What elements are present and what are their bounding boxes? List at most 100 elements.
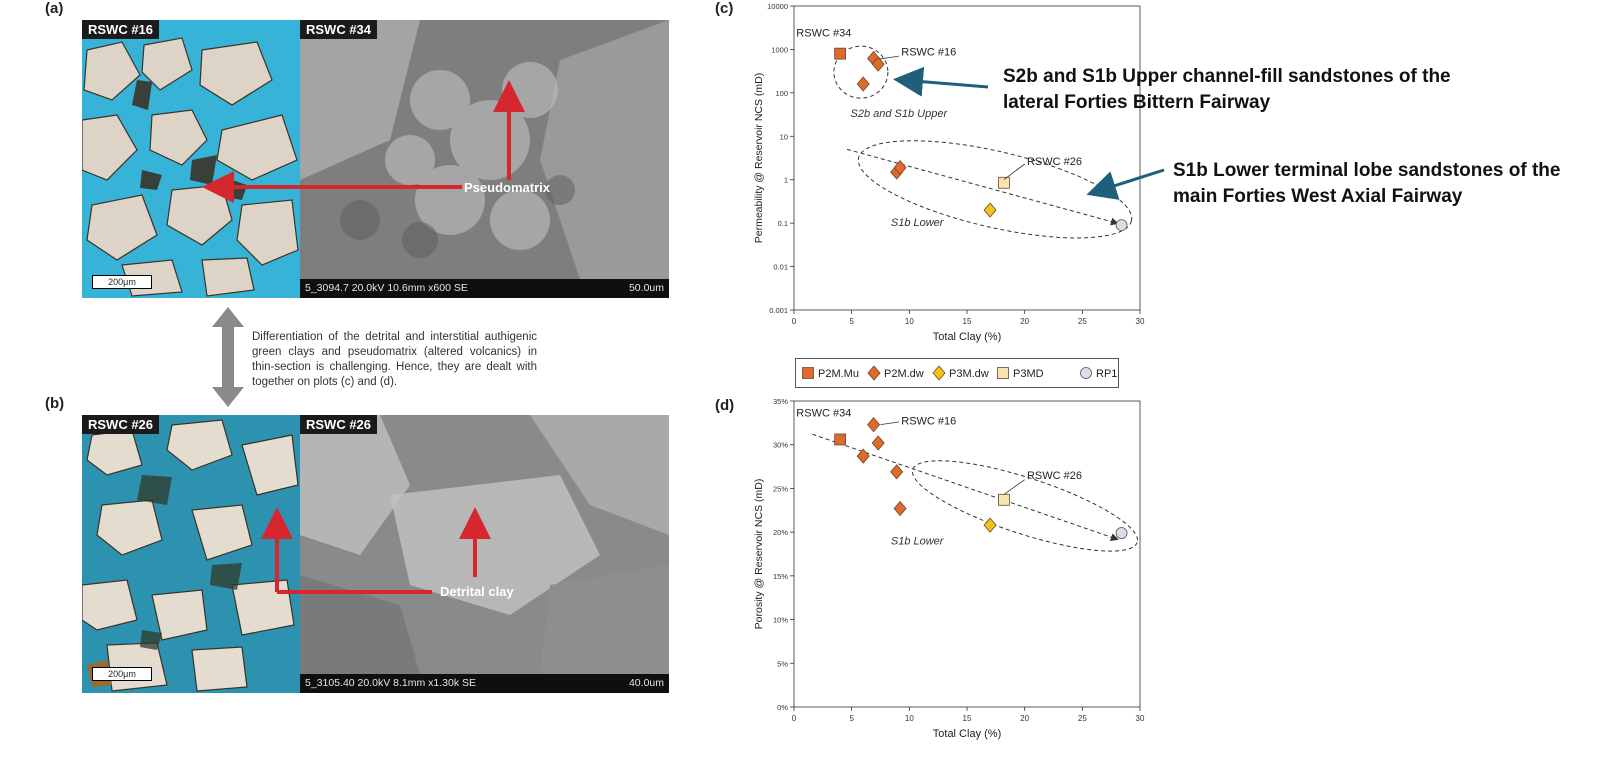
data-point-rp1 <box>1115 527 1128 539</box>
x-tick-label: 10 <box>905 714 914 723</box>
legend-label-p2m-mu: P2M.Mu <box>818 368 859 380</box>
x-tick-label: 30 <box>1136 317 1145 326</box>
data-point-p3md <box>998 176 1010 189</box>
legend-marker-p3md <box>997 367 1009 379</box>
lower-fairway-callout: S1b Lower terminal lobe sandstones of th… <box>1173 160 1561 207</box>
trend-line <box>812 433 1119 541</box>
data-point-p2m-dw <box>856 448 870 464</box>
scale-bar-label-a: 200μm <box>108 277 136 287</box>
x-tick-label: 25 <box>1078 317 1087 326</box>
upper-group-ellipse <box>833 45 889 99</box>
sample-tag-rswc34: RSWC #34 <box>300 20 378 39</box>
y-tick-label: 5% <box>777 659 788 668</box>
group-label-upper: S2b and S1b Upper <box>851 108 949 120</box>
pseudomatrix-label: Pseudomatrix <box>464 180 550 195</box>
data-point-p2m-dw <box>890 464 904 480</box>
y-tick-label: 0.001 <box>769 306 788 315</box>
sem-texture-b <box>300 415 669 674</box>
lower-group-ellipse <box>857 140 1133 239</box>
label-rswc26: RSWC #26 <box>1027 470 1082 482</box>
leader-rswc16 <box>879 55 900 60</box>
y-tick-label: 10 <box>780 132 788 141</box>
leader-rswc16 <box>880 421 900 426</box>
legend-label-p3md: P3MD <box>1013 368 1044 380</box>
scale-bar-label-b: 200μm <box>108 669 136 679</box>
pseudomatrix-arrows <box>202 80 525 203</box>
label-rswc16: RSWC #16 <box>901 416 956 428</box>
leader-rswc26 <box>1003 163 1025 181</box>
upper-fairway-callout: S2b and S1b Upper channel-fill sandstone… <box>1003 66 1451 113</box>
legend-marker-rp1 <box>1080 367 1092 379</box>
leader-rswc26 <box>1003 479 1025 495</box>
thin-section-image-b: RSWC #26 200μm <box>82 415 300 693</box>
data-point-p2m-dw <box>893 500 907 517</box>
scale-bar-a: 200μm <box>92 275 152 289</box>
sem-image-a: RSWC #34 5_3094.7 20.0kV 10.6mm x600 SE … <box>300 20 669 298</box>
thin-section-texture-a <box>82 37 299 297</box>
sem-texture-a <box>300 20 669 279</box>
permeability-chart: 0 5 10 15 20 25 30 0.001 0.01 0.1 1 10 100 1000 10000 T… <box>753 2 1145 343</box>
x-tick-label: 20 <box>1020 317 1029 326</box>
y-tick-label: 35% <box>773 397 788 406</box>
sample-tag-rswc26-thin: RSWC #26 <box>82 415 160 434</box>
data-point-p2m-mu <box>834 47 847 60</box>
data-point-p2m-dw <box>893 159 907 176</box>
label-rswc34: RSWC #34 <box>796 27 851 39</box>
sem-caption-bar-a: 5_3094.7 20.0kV 10.6mm x600 SE 50.0um <box>300 279 669 298</box>
sem-image-b: RSWC #26 5_3105.40 20.0kV 8.1mm x1.30k S… <box>300 415 669 693</box>
callout-arrows <box>893 66 1165 200</box>
sample-tag-rswc16: RSWC #16 <box>82 20 160 39</box>
thin-section-image-a: RSWC #16 200μm <box>82 20 300 298</box>
panel-letter-a: (a) <box>45 0 64 17</box>
y-tick-label: 1000 <box>771 45 788 54</box>
lower-group-ellipse <box>911 460 1139 552</box>
label-rswc16: RSWC #16 <box>901 47 956 59</box>
x-tick-label: 5 <box>849 714 854 723</box>
legend-marker-p3m-dw <box>932 365 946 381</box>
scale-bar-b: 200μm <box>92 667 152 681</box>
panel-letter-c: (c) <box>715 0 734 17</box>
y-tick-label: 10000 <box>767 2 788 11</box>
trend-line <box>846 148 1119 226</box>
group-label-lower: S1b Lower <box>891 217 945 229</box>
y-tick-label: 25% <box>773 484 788 493</box>
data-point-p2m-dw <box>856 76 870 92</box>
sample-tag-rswc26-sem: RSWC #26 <box>300 415 378 434</box>
data-point-rp1 <box>1115 219 1128 232</box>
x-tick-label: 20 <box>1020 714 1029 723</box>
sem-scale-b: 40.0um <box>628 677 664 689</box>
y-tick-label: 100 <box>775 89 788 98</box>
label-rswc26: RSWC #26 <box>1027 156 1082 168</box>
label-rswc34: RSWC #34 <box>796 408 851 420</box>
double-arrow-icon <box>212 307 244 407</box>
sem-caption-bar-b: 5_3105.40 20.0kV 8.1mm x1.30k SE 40.0um <box>300 674 669 693</box>
data-point-p2m-mu <box>834 433 847 446</box>
x-tick-label: 0 <box>792 317 797 326</box>
y-tick-label: 0.01 <box>773 263 788 272</box>
legend-svg: P2M.Mu P2M.dw P3M.dw P3MD RP1 <box>802 365 1117 381</box>
legend-label-p2m-dw: P2M.dw <box>884 368 924 380</box>
clay-differentiation-note: Differentiation of the detrital and inte… <box>252 331 537 388</box>
panel-letter-b: (b) <box>45 395 65 412</box>
sem-caption-b: 5_3105.40 20.0kV 8.1mm x1.30k SE <box>305 677 477 689</box>
detrital-clay-arrows <box>261 507 491 594</box>
legend-label-rp1: RP1 <box>1096 368 1117 380</box>
y-tick-label: 15% <box>773 572 788 581</box>
y-tick-label: 20% <box>773 528 788 537</box>
sem-scale-a: 50.0um <box>628 282 664 294</box>
legend-label-p3m-dw: P3M.dw <box>949 368 989 380</box>
sem-caption-a: 5_3094.7 20.0kV 10.6mm x600 SE <box>305 282 468 294</box>
legend-marker-p2m-dw <box>867 365 881 381</box>
y-axis-label: Porosity @ Reservoir NCS (mD) <box>753 479 765 630</box>
x-axis-label: Total Clay (%) <box>933 331 1001 343</box>
x-tick-label: 30 <box>1136 714 1145 723</box>
x-axis-label: Total Clay (%) <box>933 728 1001 740</box>
x-tick-label: 15 <box>963 317 972 326</box>
detrital-clay-label: Detrital clay <box>440 584 514 599</box>
y-tick-label: 30% <box>773 441 788 450</box>
y-tick-label: 0.1 <box>778 219 788 228</box>
y-tick-label: 1 <box>784 176 788 185</box>
chart-legend: P2M.Mu P2M.dw P3M.dw P3MD RP1 <box>795 358 1119 388</box>
data-point-p2m-dw <box>871 435 885 451</box>
x-tick-label: 0 <box>792 714 797 723</box>
